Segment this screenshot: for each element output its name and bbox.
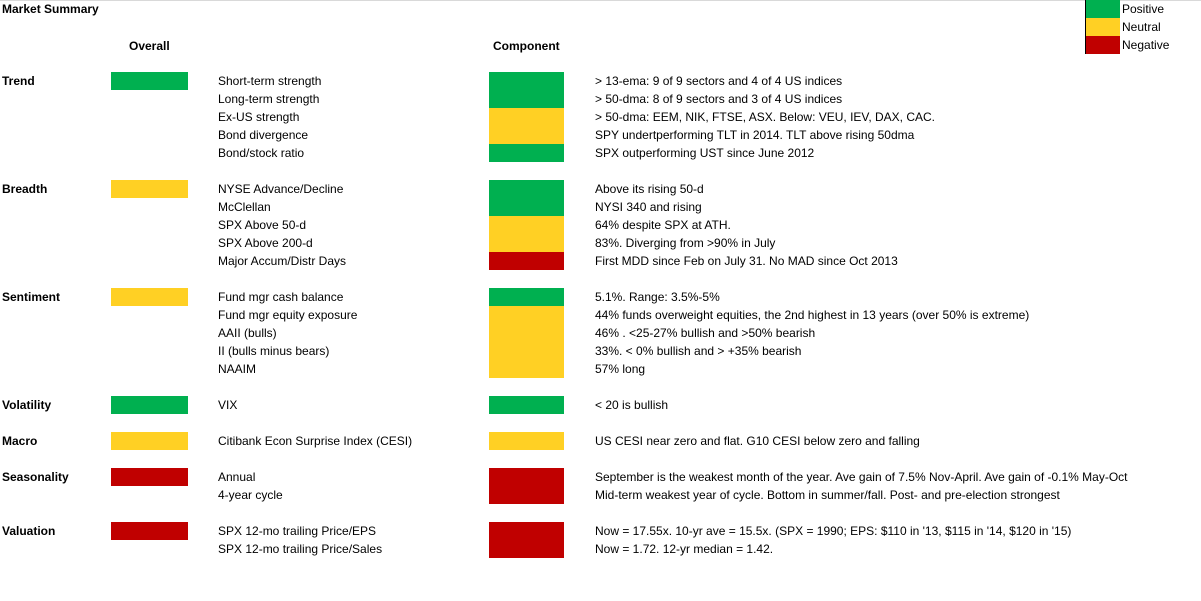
- component-comment: Mid-term weakest year of cycle. Bottom i…: [595, 488, 1060, 502]
- indicator-label: Major Accum/Distr Days: [218, 254, 347, 268]
- page-title: Market Summary: [2, 2, 99, 16]
- indicator-label: II (bulls minus bears): [218, 344, 330, 358]
- legend-swatch: [1086, 18, 1120, 36]
- top-border-line: [0, 0, 1201, 1]
- overall-status-box: [111, 180, 188, 198]
- component-status-box: [489, 288, 564, 306]
- legend-label: Positive: [1122, 2, 1165, 16]
- component-comment: 44% funds overweight equities, the 2nd h…: [595, 308, 1030, 322]
- indicator-label: McClellan: [218, 200, 271, 214]
- component-comment: 83%. Diverging from >90% in July: [595, 236, 776, 250]
- overall-status-box: [111, 72, 188, 90]
- legend-label: Negative: [1122, 38, 1170, 52]
- component-status-box: [489, 72, 564, 108]
- component-status-box: [489, 180, 564, 216]
- component-comment: US CESI near zero and flat. G10 CESI bel…: [595, 434, 920, 448]
- section-name: Seasonality: [2, 470, 69, 484]
- component-comment: > 13-ema: 9 of 9 sectors and 4 of 4 US i…: [595, 74, 843, 88]
- component-comment: > 50-dma: 8 of 9 sectors and 3 of 4 US i…: [595, 92, 843, 106]
- overall-status-box: [111, 522, 188, 540]
- indicator-label: Fund mgr cash balance: [218, 290, 344, 304]
- indicator-label: Citibank Econ Surprise Index (CESI): [218, 434, 413, 448]
- indicator-label: Short-term strength: [218, 74, 322, 88]
- indicator-label: SPX 12-mo trailing Price/EPS: [218, 524, 377, 538]
- component-comment: NYSI 340 and rising: [595, 200, 702, 214]
- indicator-label: Bond divergence: [218, 128, 309, 142]
- indicator-label: NAAIM: [218, 362, 257, 376]
- overall-status-box: [111, 396, 188, 414]
- component-status-box: [489, 306, 564, 378]
- component-comment: SPX outperforming UST since June 2012: [595, 146, 815, 160]
- indicator-label: Bond/stock ratio: [218, 146, 305, 160]
- component-comment: Above its rising 50-d: [595, 182, 704, 196]
- indicator-label: VIX: [218, 398, 238, 412]
- legend-item-neutral: Neutral: [1086, 18, 1201, 36]
- overall-header: Overall: [129, 39, 170, 53]
- component-status-box: [489, 252, 564, 270]
- legend-item-positive: Positive: [1086, 0, 1201, 18]
- indicator-label: SPX Above 50-d: [218, 218, 307, 232]
- legend-item-negative: Negative: [1086, 36, 1201, 54]
- component-status-box: [489, 432, 564, 450]
- component-comment: 5.1%. Range: 3.5%-5%: [595, 290, 720, 304]
- component-header: Component: [493, 39, 560, 53]
- indicator-label: SPX Above 200-d: [218, 236, 313, 250]
- overall-status-box: [111, 432, 188, 450]
- overall-status-box: [111, 288, 188, 306]
- component-comment: 57% long: [595, 362, 646, 376]
- component-comment: SPY undertperforming TLT in 2014. TLT ab…: [595, 128, 915, 142]
- component-status-box: [489, 144, 564, 162]
- component-comment: 33%. < 0% bullish and > +35% bearish: [595, 344, 802, 358]
- component-comment: Now = 1.72. 12-yr median = 1.42.: [595, 542, 774, 556]
- component-comment: First MDD since Feb on July 31. No MAD s…: [595, 254, 898, 268]
- section-name: Valuation: [2, 524, 56, 538]
- section-name: Sentiment: [2, 290, 61, 304]
- indicator-label: NYSE Advance/Decline: [218, 182, 344, 196]
- indicator-label: Annual: [218, 470, 256, 484]
- legend-label: Neutral: [1122, 20, 1161, 34]
- component-status-box: [489, 216, 564, 252]
- component-comment: 64% despite SPX at ATH.: [595, 218, 731, 232]
- component-status-box: [489, 108, 564, 144]
- section-name: Trend: [2, 74, 35, 88]
- component-comment: Now = 17.55x. 10-yr ave = 15.5x. (SPX = …: [595, 524, 1072, 538]
- component-comment: < 20 is bullish: [595, 398, 669, 412]
- component-status-box: [489, 396, 564, 414]
- indicator-label: SPX 12-mo trailing Price/Sales: [218, 542, 383, 556]
- indicator-label: Fund mgr equity exposure: [218, 308, 358, 322]
- component-comment: > 50-dma: EEM, NIK, FTSE, ASX. Below: VE…: [595, 110, 936, 124]
- indicator-label: Ex-US strength: [218, 110, 300, 124]
- indicator-label: Long-term strength: [218, 92, 320, 106]
- section-name: Macro: [2, 434, 38, 448]
- section-name: Volatility: [2, 398, 52, 412]
- indicator-label: 4-year cycle: [218, 488, 283, 502]
- component-comment: September is the weakest month of the ye…: [595, 470, 1128, 484]
- legend-border: [1085, 0, 1086, 54]
- component-status-box: [489, 522, 564, 558]
- overall-status-box: [111, 468, 188, 486]
- indicator-label: AAII (bulls): [218, 326, 277, 340]
- legend-swatch: [1086, 0, 1120, 18]
- section-name: Breadth: [2, 182, 48, 196]
- component-status-box: [489, 468, 564, 504]
- legend-swatch: [1086, 36, 1120, 54]
- component-comment: 46% . <25-27% bullish and >50% bearish: [595, 326, 816, 340]
